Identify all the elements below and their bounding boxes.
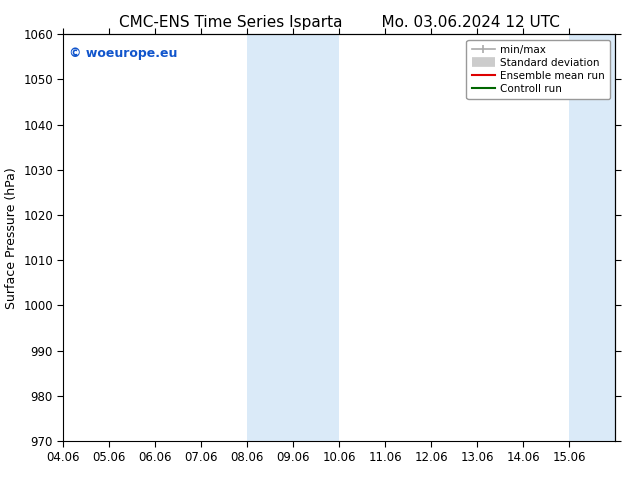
Text: © woeurope.eu: © woeurope.eu bbox=[69, 47, 178, 59]
Bar bbox=[293, 34, 339, 441]
Bar bbox=[569, 34, 615, 441]
Title: CMC-ENS Time Series Isparta        Mo. 03.06.2024 12 UTC: CMC-ENS Time Series Isparta Mo. 03.06.20… bbox=[119, 15, 560, 30]
Legend: min/max, Standard deviation, Ensemble mean run, Controll run: min/max, Standard deviation, Ensemble me… bbox=[467, 40, 610, 99]
Y-axis label: Surface Pressure (hPa): Surface Pressure (hPa) bbox=[4, 167, 18, 309]
Bar bbox=[247, 34, 293, 441]
